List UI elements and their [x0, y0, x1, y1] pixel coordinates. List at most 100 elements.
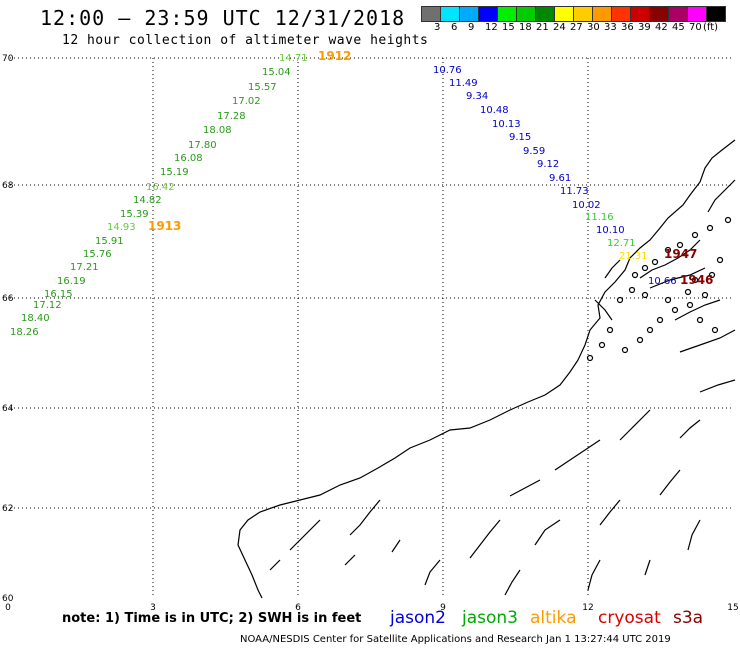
jason2-value: 9.12	[537, 159, 559, 170]
jason3-value: 15.39	[120, 209, 149, 220]
coastline-segment	[424, 559, 441, 586]
island	[701, 291, 709, 299]
jason2-value: 10.76	[433, 65, 462, 76]
jason3-value: 16.42	[146, 182, 175, 193]
legend-label: 33	[604, 22, 617, 33]
map-subtitle: 12 hour collection of altimeter wave hei…	[62, 33, 429, 48]
island	[684, 288, 692, 296]
island	[696, 316, 704, 324]
x-tick-label: 6	[295, 603, 301, 613]
jason3-value: 17.80	[188, 140, 217, 151]
x-tick-label: 12	[582, 603, 593, 613]
legend-swatch	[706, 6, 726, 22]
island	[628, 286, 636, 294]
axis-ticks: 70 68 66 64 62 600 3 6 9 12 15	[2, 54, 739, 613]
island	[724, 216, 732, 224]
island	[621, 346, 629, 354]
jason3-value: 16.19	[57, 276, 86, 287]
coastline-segment	[344, 554, 356, 566]
jason2-value: 9.59	[523, 146, 545, 157]
satellite-jason3-label: jason3	[462, 608, 518, 628]
legend-label: 18	[519, 22, 532, 33]
satellite-altika-label: altika	[530, 608, 577, 628]
island	[616, 296, 624, 304]
island	[706, 224, 714, 232]
x-tick-label: 9	[440, 603, 446, 613]
jason2-value: 9.15	[509, 132, 531, 143]
coastline-segment	[237, 139, 736, 599]
coastline-segment	[687, 519, 701, 551]
legend-label: 24	[553, 22, 566, 33]
island	[691, 276, 699, 284]
island	[671, 306, 679, 314]
jason2-value: 10.02	[572, 200, 601, 211]
legend-label: 39	[638, 22, 651, 33]
y-tick-label: 70	[2, 54, 14, 64]
jason2-value: 10.66	[648, 276, 677, 287]
credit-line: NOAA/NESDIS Center for Satellite Applica…	[240, 634, 671, 645]
coastline-segment	[269, 559, 281, 571]
footnote: note: 1) Time is in UTC; 2) SWH is in fe…	[62, 611, 362, 626]
s3a-cycle-label: 1946	[680, 273, 713, 287]
coastline-segment	[504, 569, 521, 596]
coastline-segment	[659, 469, 681, 496]
jason3-value: 18.08	[203, 125, 232, 136]
jason2-value: 12.71	[607, 238, 636, 249]
jason3-value: 15.19	[160, 167, 189, 178]
island	[651, 258, 659, 266]
legend-label: 70	[689, 22, 702, 33]
y-tick-label: 68	[2, 181, 14, 191]
island	[656, 316, 664, 324]
coastline-segment	[554, 439, 601, 471]
coastline-segment	[587, 559, 601, 591]
island	[586, 354, 594, 362]
jason2-value: 10.13	[492, 119, 521, 130]
jason3-value: 16.08	[174, 153, 203, 164]
island	[708, 271, 716, 279]
legend-label: 27	[570, 22, 583, 33]
island	[598, 341, 606, 349]
coastline	[237, 139, 736, 599]
island	[676, 241, 684, 249]
coastline-segment	[391, 539, 401, 553]
x-tick-label: 15	[727, 603, 738, 613]
y-tick-label: 60	[2, 594, 14, 604]
coastline-segment	[594, 299, 613, 321]
island	[664, 296, 672, 304]
jason3-value: 18.40	[21, 313, 50, 324]
legend-label: 21	[536, 22, 549, 33]
island	[606, 326, 614, 334]
jason3-value: 17.12	[33, 300, 62, 311]
coastline-segment	[599, 499, 621, 526]
satellite-s3a-label: s3a	[673, 608, 704, 628]
legend-label: 3	[434, 22, 441, 33]
jason3-value: 14.93	[107, 222, 136, 233]
altika-cycle-label: 1912	[318, 49, 351, 63]
jason3-value: 14.82	[133, 195, 162, 206]
jason3-value: 17.28	[217, 111, 246, 122]
y-tick-label: 64	[2, 404, 14, 414]
jason3-value: 15.04	[262, 67, 291, 78]
island	[691, 231, 699, 239]
jason3-value: 14.71	[279, 53, 308, 64]
island	[646, 326, 654, 334]
legend-label: 6	[451, 22, 458, 33]
island	[716, 256, 724, 264]
coastline-segment	[707, 179, 736, 213]
jason3-value: 15.76	[83, 249, 112, 260]
s3a-cycle-label: 1947	[664, 247, 697, 261]
coastline-segment	[469, 519, 501, 559]
legend-label: 15	[502, 22, 515, 33]
legend-label: 12	[485, 22, 498, 33]
coastline-segment	[699, 379, 736, 393]
x-tick-label: 3	[150, 603, 156, 613]
jason3-value: 18.26	[10, 327, 39, 338]
island	[641, 291, 649, 299]
island	[711, 326, 719, 334]
coastline-segment	[289, 519, 321, 551]
satellite-jason2-label: jason2	[390, 608, 446, 628]
jason2-value: 11.73	[560, 186, 589, 197]
jason3-value: 15.57	[248, 82, 277, 93]
